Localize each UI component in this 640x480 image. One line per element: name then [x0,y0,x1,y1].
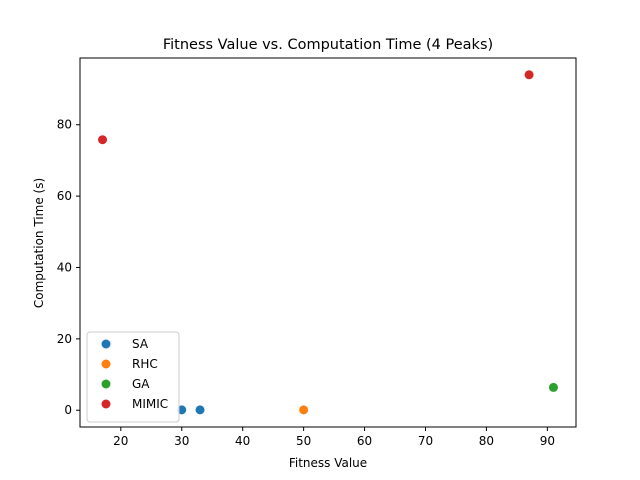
x-axis-label: Fitness Value [289,456,367,470]
y-tick-label: 60 [57,189,72,203]
point-sa [195,405,205,415]
x-tick-label: 90 [540,434,555,448]
x-axis-ticks: 20 30 40 50 60 70 80 90 [113,427,555,448]
legend-marker-sa [101,339,111,349]
legend-marker-rhc [101,359,111,369]
legend-label-sa: SA [132,337,149,351]
y-axis-label: Computation Time (s) [32,178,46,308]
y-tick-label: 80 [57,118,72,132]
legend-box [86,331,180,423]
y-tick-label: 40 [57,260,72,274]
legend-label-mimic: MIMIC [132,397,168,411]
y-axis-ticks: 0 20 40 60 80 [57,118,80,417]
x-tick-label: 60 [357,434,372,448]
chart-title: Fitness Value vs. Computation Time (4 Pe… [163,37,493,53]
x-tick-label: 40 [235,434,250,448]
point-mimic [524,70,534,80]
x-tick-label: 30 [174,434,189,448]
data-points [98,70,558,415]
point-ga [548,382,558,392]
plot-frame [79,57,577,428]
legend-label-rhc: RHC [132,357,158,371]
legend-marker-mimic [101,399,111,409]
point-sa [177,405,187,415]
y-tick-label: 0 [64,403,72,417]
x-tick-label: 20 [113,434,128,448]
point-mimic [98,135,108,145]
legend-label-ga: GA [132,377,150,391]
x-tick-label: 50 [296,434,311,448]
point-rhc [299,405,309,415]
x-tick-label: 70 [418,434,433,448]
legend-marker-ga [101,379,111,389]
y-tick-label: 20 [57,332,72,346]
legend: SA RHC GA MIMIC [86,331,180,423]
x-tick-label: 80 [479,434,494,448]
plot-area [79,57,577,428]
